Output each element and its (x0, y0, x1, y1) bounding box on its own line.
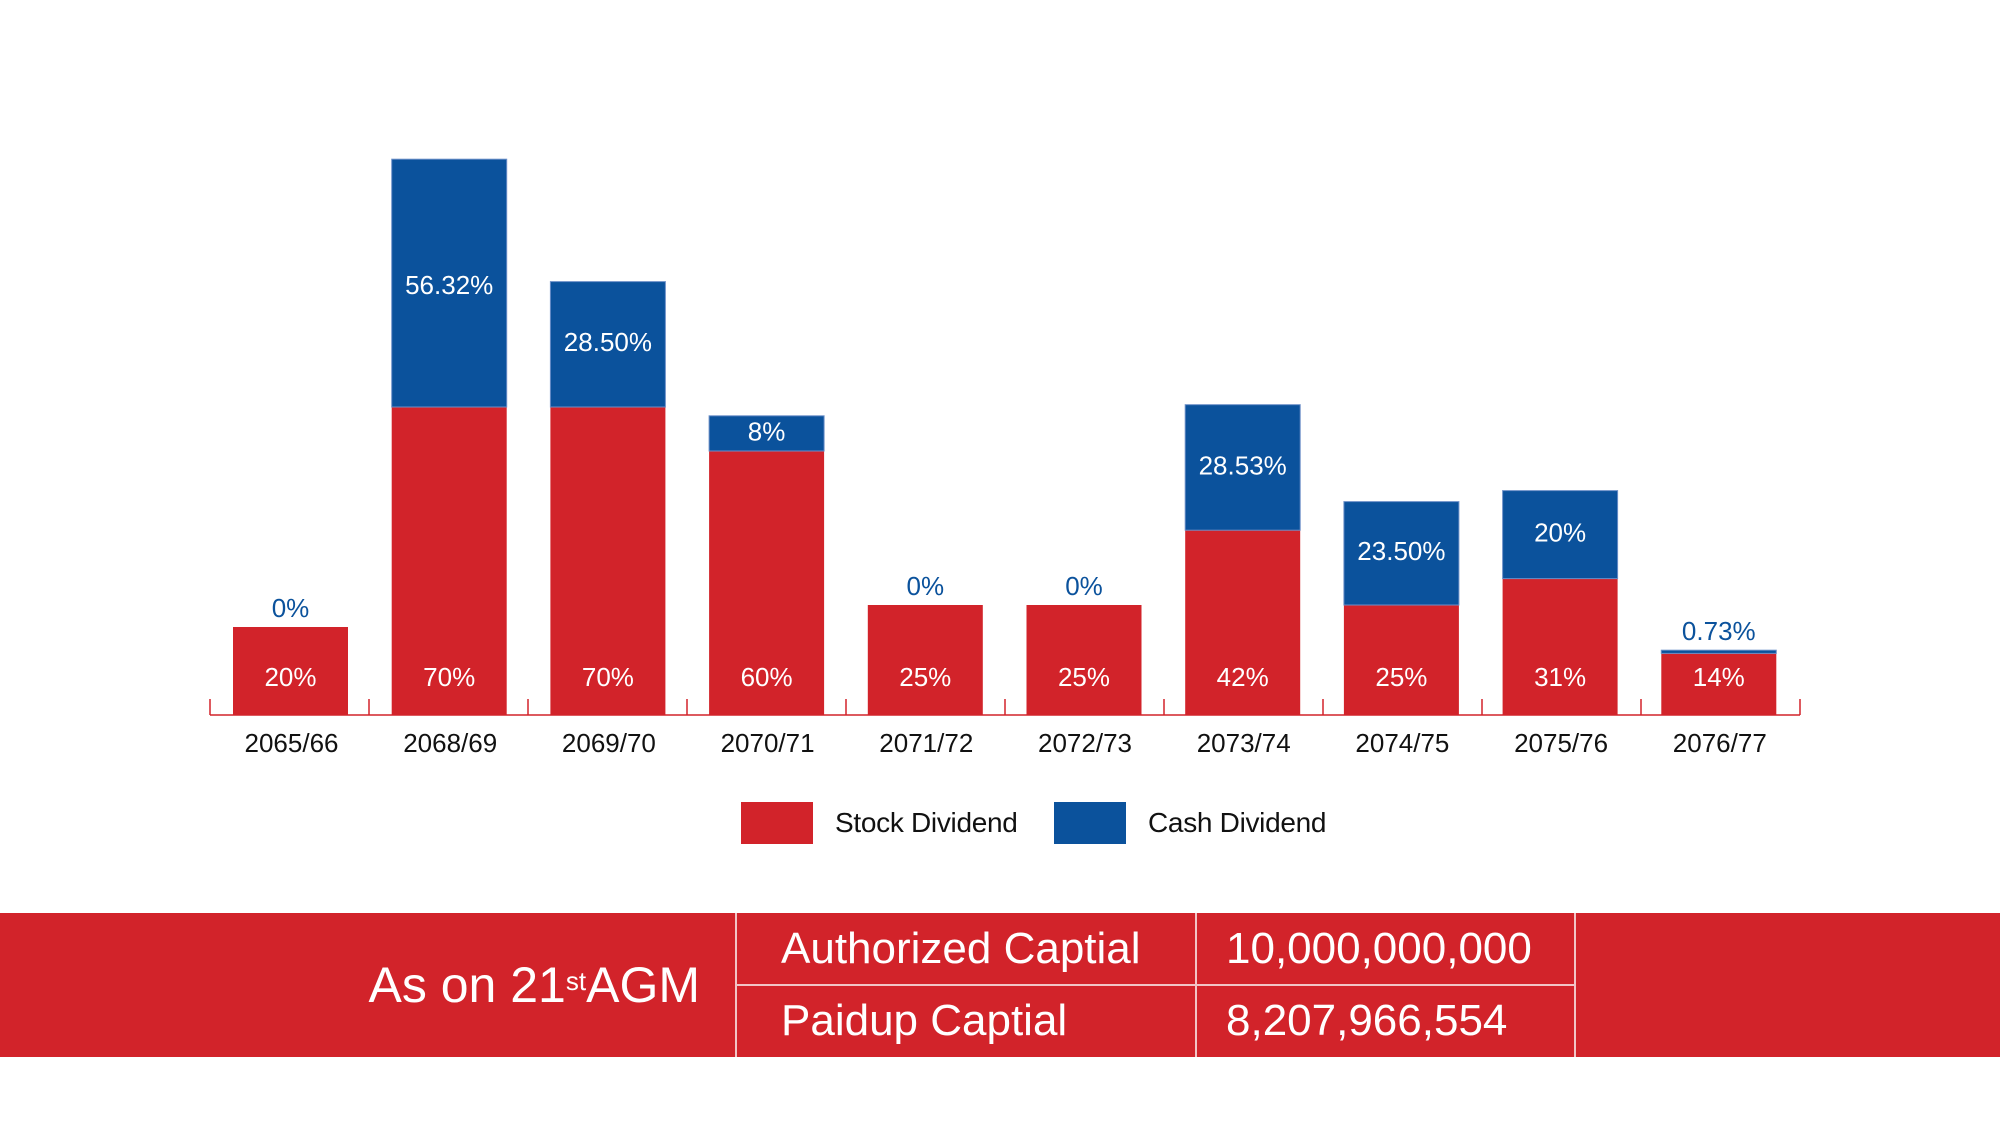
stock-dividend-bar (1661, 653, 1777, 715)
cash-dividend-data-label: 0.73% (1682, 616, 1756, 646)
cash-dividend-data-label: 23.50% (1357, 536, 1445, 566)
authorized-capital-label: Authorized Captial (781, 924, 1141, 973)
stock-dividend-bar (391, 407, 507, 715)
x-tick-label: 2069/70 (562, 728, 656, 758)
stock-dividend-data-label: 70% (423, 662, 475, 692)
agm-title-suffix: AGM (586, 957, 700, 1013)
stock-dividend-data-label: 42% (1217, 662, 1269, 692)
x-tick-label: 2075/76 (1514, 728, 1608, 758)
stock-dividend-bar (550, 407, 666, 715)
stock-dividend-data-label: 25% (899, 662, 951, 692)
stock-dividend-data-label: 25% (1375, 662, 1427, 692)
x-tick-label: 2071/72 (879, 728, 973, 758)
stock-dividend-data-label: 25% (1058, 662, 1110, 692)
cash-dividend-data-label: 0% (907, 571, 945, 601)
stock-dividend-bar (1185, 530, 1301, 715)
x-tick-label: 2068/69 (403, 728, 497, 758)
stock-dividend-data-label: 20% (264, 662, 316, 692)
x-tick-label: 2076/77 (1673, 728, 1767, 758)
x-tick-label: 2070/71 (721, 728, 815, 758)
cash-dividend-data-label: 28.50% (564, 327, 652, 357)
divider (736, 984, 1576, 986)
stock-dividend-bar (1026, 605, 1142, 715)
cash-dividend-bar (1660, 649, 1777, 654)
cash-dividend-data-label: 20% (1534, 517, 1586, 547)
stock-dividend-data-label: 14% (1693, 662, 1745, 692)
legend-stock: Stock Dividend (741, 802, 1018, 844)
cash-dividend-bar (1502, 490, 1619, 580)
cash-dividend-data-label: 56.32% (405, 270, 493, 300)
cash-dividend-swatch (1054, 802, 1126, 844)
stock-dividend-bar (1343, 605, 1459, 715)
cash-dividend-data-label: 8% (748, 416, 786, 446)
cash-dividend-bar (708, 415, 825, 452)
cash-dividend-bar (1184, 404, 1301, 531)
stock-dividend-data-label: 70% (582, 662, 634, 692)
x-tick-label: 2072/73 (1038, 728, 1132, 758)
x-tick-label: 2074/75 (1355, 728, 1449, 758)
x-tick-label: 2065/66 (245, 728, 339, 758)
stock-dividend-swatch (741, 802, 813, 844)
cash-dividend-bar (549, 281, 666, 408)
stock-dividend-legend-label: Stock Dividend (835, 807, 1018, 838)
stock-dividend-bar (233, 627, 348, 715)
stock-dividend-data-label: 60% (741, 662, 793, 692)
authorized-capital-value: 10,000,000,000 (1226, 924, 1532, 973)
cash-dividend-bar (1343, 501, 1460, 606)
stock-dividend-data-label: 31% (1534, 662, 1586, 692)
x-tick-label: 2073/74 (1197, 728, 1291, 758)
agm-title-sup: st (565, 965, 587, 996)
agm-title-prefix: As on 21 (368, 957, 566, 1013)
stock-dividend-bar (709, 451, 825, 715)
cash-dividend-data-label: 0% (1065, 571, 1103, 601)
cash-dividend-data-label: 0% (272, 593, 310, 623)
cash-dividend-data-label: 28.53% (1199, 450, 1287, 480)
stock-dividend-bar (867, 605, 983, 715)
cash-dividend-bar (391, 158, 508, 408)
stock-dividend-bar (1502, 578, 1618, 715)
paidup-capital-label: Paidup Captial (781, 996, 1068, 1045)
paidup-capital-value: 8,207,966,554 (1226, 996, 1508, 1045)
dividend-chart: 20% 0% 2065/66 70% 56.32% 2068/69 70% 28.50% 206… (209, 158, 1801, 758)
legend-cash: Cash Dividend (1054, 802, 1327, 844)
cash-dividend-legend-label: Cash Dividend (1148, 807, 1327, 838)
